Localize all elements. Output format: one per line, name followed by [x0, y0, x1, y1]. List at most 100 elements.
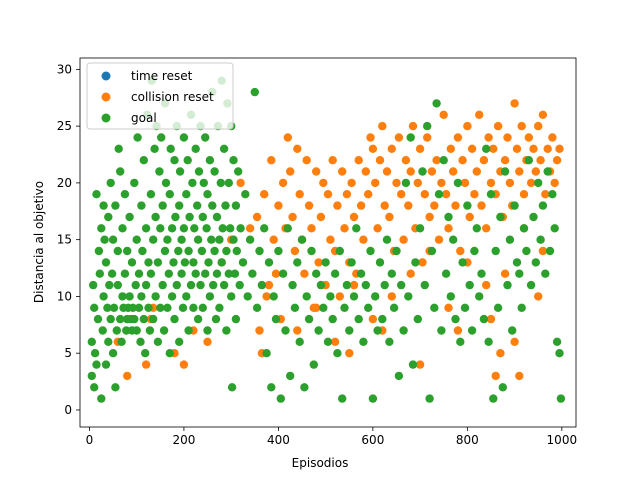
point-goal-272	[437, 326, 446, 335]
point-collision-reset-38	[312, 167, 321, 176]
point-collision-reset-58	[359, 235, 368, 244]
point-collision-reset-81	[413, 178, 422, 188]
point-goal-51	[127, 258, 137, 267]
point-collision-reset-78	[406, 167, 415, 176]
point-goal-98	[165, 349, 174, 358]
point-goal-42	[120, 190, 130, 199]
point-goal-17	[101, 360, 111, 369]
point-collision-reset-148	[406, 269, 415, 278]
point-goal-194	[252, 303, 262, 312]
point-collision-reset-56	[354, 156, 363, 165]
point-goal-188	[238, 258, 248, 267]
point-goal-275	[444, 212, 453, 222]
point-goal-143	[201, 269, 210, 278]
point-goal-129	[189, 303, 198, 312]
point-goal-226	[328, 314, 337, 324]
point-goal-74	[146, 190, 156, 199]
point-collision-reset-133	[536, 156, 545, 165]
point-goal-277	[449, 235, 458, 244]
point-collision-reset-57	[356, 201, 366, 210]
point-goal-81	[151, 212, 160, 222]
point-goal-217	[307, 246, 316, 256]
point-goal-34	[114, 144, 123, 153]
axes-frame	[79, 57, 577, 428]
point-collision-reset-20	[269, 235, 278, 244]
point-collision-reset-79	[408, 121, 418, 131]
point-collision-reset-1	[123, 371, 132, 381]
point-collision-reset-40	[316, 212, 326, 222]
point-goal-38	[118, 292, 127, 301]
point-goal-224	[323, 337, 333, 346]
point-collision-reset-94	[444, 224, 453, 233]
point-goal-147	[203, 190, 212, 199]
point-collision-reset-35	[304, 201, 314, 210]
y-tick-label: 5	[64, 346, 72, 360]
point-goal-247	[378, 314, 387, 324]
point-goal-290	[479, 314, 489, 324]
point-goal-136	[194, 167, 204, 176]
x-tick-label: 800	[456, 433, 479, 447]
point-collision-reset-150	[444, 303, 453, 312]
point-goal-69	[141, 224, 151, 233]
point-goal-219	[312, 269, 321, 278]
point-collision-reset-90	[434, 235, 444, 244]
point-goal-156	[210, 167, 219, 176]
point-collision-reset-77	[404, 201, 413, 210]
point-collision-reset-26	[283, 133, 292, 142]
point-goal-162	[215, 303, 224, 312]
point-goal-298	[498, 383, 507, 392]
x-tick-label: 0	[86, 433, 94, 447]
point-goal-179	[229, 235, 238, 244]
point-goal-254	[394, 371, 404, 381]
point-collision-reset-85	[423, 133, 432, 142]
point-goal-166	[218, 224, 227, 233]
legend-marker-time-reset	[101, 71, 111, 81]
point-goal-134	[193, 314, 203, 324]
point-goal-58	[133, 133, 142, 142]
point-collision-reset-30	[293, 144, 302, 153]
point-collision-reset-99	[456, 246, 465, 256]
point-collision-reset-145	[349, 280, 359, 290]
point-goal-73	[145, 326, 155, 335]
point-goal-130	[190, 224, 199, 233]
point-goal-39	[118, 224, 127, 233]
point-goal-181	[230, 269, 240, 278]
point-goal-124	[185, 212, 194, 222]
point-goal-244	[371, 292, 380, 301]
point-collision-reset-88	[430, 201, 439, 210]
point-goal-61	[136, 337, 145, 346]
point-goal-238	[356, 269, 366, 278]
point-goal-289	[477, 269, 486, 278]
point-collision-reset-98	[453, 133, 463, 142]
point-collision-reset-75	[399, 235, 408, 244]
point-goal-211	[293, 258, 302, 267]
point-collision-reset-103	[465, 212, 474, 222]
point-goal-280	[456, 337, 465, 346]
point-goal-77	[149, 314, 158, 324]
point-goal-276	[446, 292, 455, 301]
point-collision-reset-21	[271, 269, 281, 278]
point-collision-reset-146	[368, 314, 378, 324]
point-goal-184	[232, 246, 241, 256]
point-collision-reset-124	[515, 167, 524, 176]
point-goal-322	[555, 349, 564, 358]
point-collision-reset-111	[484, 133, 493, 142]
point-goal-140	[198, 212, 207, 222]
point-collision-reset-101	[460, 178, 470, 188]
point-goal-127	[188, 178, 197, 188]
point-goal-197	[260, 224, 269, 233]
point-collision-reset-152	[482, 280, 491, 290]
point-goal-229	[335, 246, 344, 256]
x-axis-label: Episodios	[292, 456, 349, 470]
point-goal-178	[227, 383, 237, 392]
point-goal-96	[163, 235, 172, 244]
point-collision-reset-155	[500, 269, 510, 278]
point-goal-308	[522, 246, 531, 256]
point-collision-reset-157	[515, 371, 524, 381]
point-collision-reset-2	[141, 360, 151, 369]
x-tick-label: 200	[172, 433, 195, 447]
point-goal-265	[420, 280, 429, 290]
point-goal-36	[116, 167, 125, 176]
point-collision-reset-70	[387, 144, 396, 153]
point-goal-234	[347, 258, 356, 267]
